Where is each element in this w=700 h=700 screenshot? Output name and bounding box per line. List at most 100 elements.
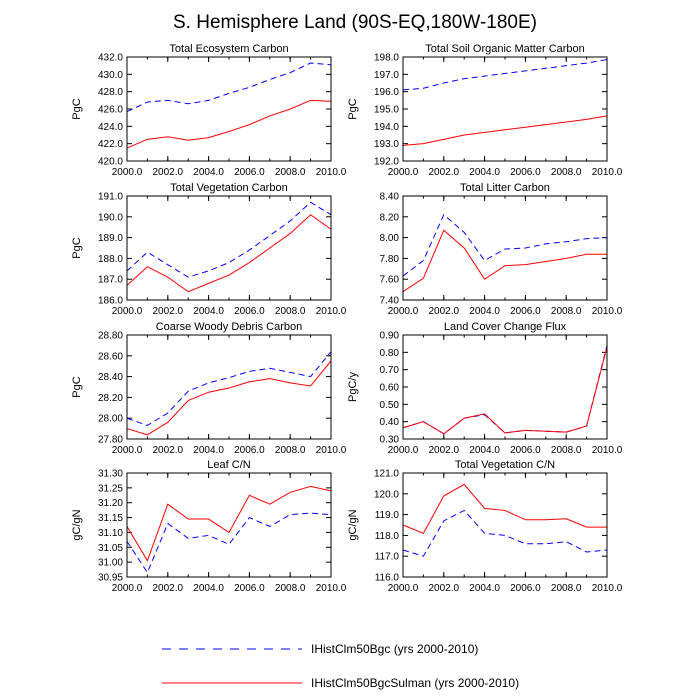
panel-title: Leaf C/N	[207, 459, 250, 471]
series-line-ihistclm50bgcsulman	[402, 115, 608, 146]
y-axis-label: PgC	[71, 237, 83, 258]
x-tick-label: 2008.0	[275, 583, 306, 594]
x-tick-label: 2000.0	[388, 167, 419, 178]
series-line-ihistclm50bgcsulman	[126, 360, 332, 436]
y-tick-label: 8.20	[380, 212, 400, 223]
series-line-ihistclm50bgc	[402, 213, 608, 277]
x-tick-label: 2004.0	[193, 306, 224, 317]
series-line-ihistclm50bgc	[402, 345, 608, 435]
y-tick-label: 120.0	[374, 489, 399, 500]
y-tick-label: 198.0	[374, 53, 399, 64]
y-tick-label: 8.40	[380, 192, 400, 203]
y-tick-label: 31.30	[98, 469, 123, 480]
panel-title: Total Litter Carbon	[460, 182, 550, 194]
panel-5: Land Cover Change Flux PgC/y 0.30 0.40 0.50 0…	[347, 321, 623, 456]
legend: IHistClm50Bgc (yrs 2000-2010) IHistClm50B…	[162, 642, 519, 690]
y-tick-label: 31.05	[98, 543, 123, 554]
figure-title: S. Hemisphere Land (90S-EQ,180W-180E)	[173, 12, 537, 33]
x-tick-label: 2006.0	[234, 306, 265, 317]
x-tick-label: 2010.0	[592, 306, 623, 317]
x-tick-label: 2008.0	[275, 306, 306, 317]
y-tick-label: 428.0	[98, 87, 123, 98]
series-line-ihistclm50bgcsulman	[402, 347, 608, 435]
x-tick-label: 2010.0	[592, 167, 623, 178]
x-tick-label: 2010.0	[316, 306, 347, 317]
y-tick-label: 194.0	[374, 122, 399, 133]
plot-frame	[126, 472, 332, 578]
panel-1: Total Soil Organic Matter Carbon PgC 192.0…	[347, 43, 623, 178]
y-tick-label: 7.60	[380, 275, 400, 286]
panel-title: Total Vegetation C/N	[455, 459, 555, 471]
y-tick-label: 0.80	[380, 348, 400, 359]
plot-frame	[402, 334, 608, 440]
series-line-ihistclm50bgc	[402, 509, 608, 557]
series-line-ihistclm50bgcsulman	[402, 483, 607, 534]
x-tick-label: 2000.0	[112, 306, 143, 317]
x-tick-label: 2008.0	[275, 167, 306, 178]
y-tick-label: 197.0	[374, 70, 399, 81]
y-tick-label: 0.30	[380, 435, 400, 446]
y-tick-label: 426.0	[98, 105, 123, 116]
series-line-ihistclm50bgcsulman	[402, 229, 607, 293]
y-tick-label: 193.0	[374, 139, 399, 150]
y-tick-label: 27.80	[98, 435, 123, 446]
y-tick-label: 190.0	[98, 212, 123, 223]
series-line-ihistclm50bgcsulman	[126, 214, 332, 293]
x-tick-label: 2006.0	[510, 306, 541, 317]
series-line-ihistclm50bgc	[126, 351, 332, 427]
panel-3: Total Litter Carbon 7.40 7.60 7.80 8.00 8.20 8…	[380, 182, 623, 317]
y-tick-label: 31.15	[98, 513, 123, 524]
series-line-ihistclm50bgcsulman	[126, 99, 332, 149]
series-line-ihistclm50bgc	[402, 59, 608, 91]
y-tick-label: 31.00	[98, 558, 123, 569]
x-tick-label: 2006.0	[234, 583, 265, 594]
y-tick-label: 432.0	[98, 53, 123, 64]
plot-frame	[126, 334, 332, 440]
x-tick-label: 2010.0	[316, 583, 347, 594]
x-tick-label: 2002.0	[153, 306, 184, 317]
y-tick-label: 0.50	[380, 400, 400, 411]
y-tick-label: 195.0	[374, 105, 399, 116]
panel-title: Land Cover Change Flux	[444, 321, 567, 333]
y-tick-label: 187.0	[98, 275, 123, 286]
y-tick-label: 117.0	[375, 552, 400, 563]
y-tick-label: 196.0	[374, 87, 399, 98]
panel-0: Total Ecosystem Carbon PgC 420.0 422.0 424.0…	[71, 43, 347, 178]
x-tick-label: 2002.0	[153, 583, 184, 594]
legend-label-1: IHistClm50BgcSulman (yrs 2000-2010)	[311, 676, 519, 690]
series-line-ihistclm50bgc	[126, 62, 332, 113]
x-tick-label: 2010.0	[316, 167, 347, 178]
x-tick-label: 2002.0	[429, 445, 460, 456]
panel-7: Total Vegetation C/N gC/gN 116.0 117.0 118.0…	[347, 459, 623, 594]
x-tick-label: 2000.0	[388, 306, 419, 317]
x-tick-label: 2004.0	[469, 306, 500, 317]
x-tick-label: 2000.0	[112, 167, 143, 178]
x-tick-label: 2002.0	[153, 445, 184, 456]
x-tick-label: 2008.0	[551, 445, 582, 456]
y-tick-label: 192.0	[374, 157, 399, 168]
y-tick-label: 31.20	[98, 498, 123, 509]
panel-title: Total Vegetation Carbon	[170, 182, 287, 194]
y-tick-label: 7.80	[380, 254, 400, 265]
x-tick-label: 2010.0	[592, 445, 623, 456]
x-tick-label: 2010.0	[592, 583, 623, 594]
y-tick-label: 189.0	[98, 233, 123, 244]
x-tick-label: 2006.0	[510, 167, 541, 178]
x-tick-label: 2002.0	[429, 167, 460, 178]
x-tick-label: 2008.0	[551, 583, 582, 594]
plot-frame	[402, 472, 608, 578]
y-tick-label: 116.0	[375, 573, 400, 584]
x-tick-label: 2002.0	[153, 167, 184, 178]
x-tick-label: 2004.0	[193, 445, 224, 456]
x-tick-label: 2004.0	[193, 583, 224, 594]
y-tick-label: 31.10	[98, 528, 123, 539]
x-tick-label: 2008.0	[551, 306, 582, 317]
y-tick-label: 118.0	[375, 531, 400, 542]
y-tick-label: 8.00	[380, 233, 400, 244]
y-tick-label: 0.60	[380, 383, 400, 394]
x-tick-label: 2008.0	[275, 445, 306, 456]
y-tick-label: 28.80	[98, 331, 123, 342]
plot-frame	[402, 195, 608, 301]
panel-title: Coarse Woody Debris Carbon	[156, 321, 303, 333]
